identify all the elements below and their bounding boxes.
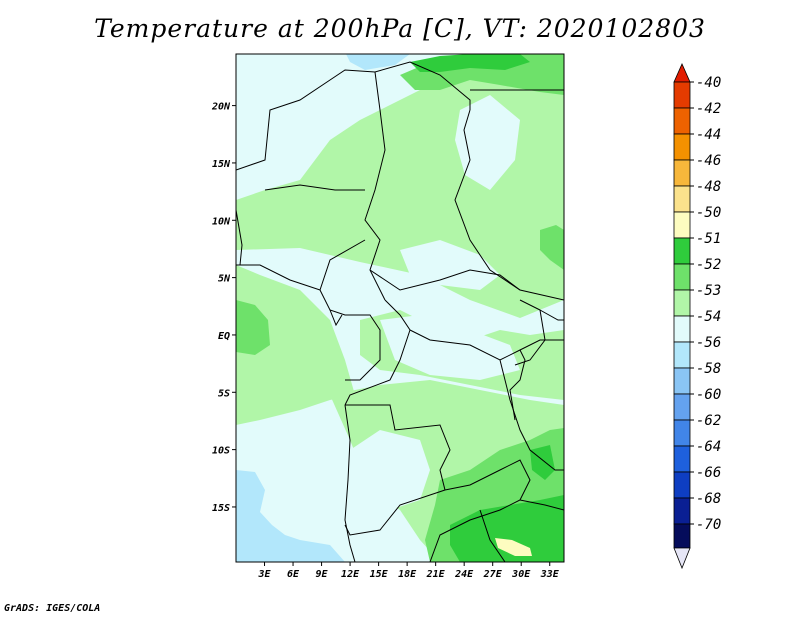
colorbar-label: -50	[696, 205, 721, 221]
latitude-axis: 20N 15N 10N 5N EQ 5S 10S 15S	[211, 102, 236, 514]
colorbar-label: -42	[696, 101, 721, 117]
field-band-minus51	[450, 495, 564, 562]
longitude-axis: 3E 6E 9E 12E 15E 18E 21E 24E 27E 30E 33E	[257, 562, 560, 580]
lon-tick-label: 12E	[341, 569, 360, 580]
field-band-minus53	[236, 265, 355, 425]
colorbar-label: -68	[696, 491, 721, 507]
lon-tick-label: 21E	[426, 569, 446, 580]
lon-tick-label: 15E	[370, 569, 389, 580]
field-band-minus54	[380, 315, 520, 380]
field-band-minus54	[350, 430, 430, 510]
colorbar-bottom-arrow	[673, 547, 691, 570]
colorbar-label: -66	[696, 465, 721, 481]
lat-tick-label: 5N	[218, 274, 231, 285]
lat-tick-label: 20N	[211, 102, 231, 113]
lat-tick-label: 15S	[212, 503, 230, 514]
field-band-minus52	[236, 300, 270, 355]
colorbar-label: -40	[696, 75, 721, 91]
colorbar-swatch	[673, 523, 691, 549]
field-band-minus54	[455, 95, 520, 190]
colorbar-label: -48	[696, 179, 721, 195]
colorbar-swatch	[673, 341, 691, 369]
country-borders	[236, 61, 564, 562]
colorbar-label: -44	[696, 127, 721, 143]
lat-tick-label: 15N	[212, 159, 231, 170]
lon-tick-label: 9E	[316, 569, 329, 580]
colorbar-swatch	[673, 393, 691, 421]
grads-credit: GrADS: IGES/COLA	[4, 603, 101, 614]
field-band-minus51	[530, 445, 555, 480]
colorbar-swatch	[673, 107, 691, 135]
lat-tick-label: EQ	[218, 331, 230, 342]
colorbar-label: -52	[696, 257, 721, 273]
colorbar-swatch	[673, 497, 691, 525]
colorbar-swatch	[673, 81, 691, 109]
colorbar-top-arrow	[673, 63, 691, 83]
lon-tick-label: 18E	[398, 569, 417, 580]
colorbar-swatch	[673, 159, 691, 187]
colorbar-swatch	[673, 237, 691, 265]
colorbar-swatch	[673, 211, 691, 239]
colorbar: -40 -42 -44 -46 -48 -50 -51 -52 -53 -54 -56 -58 -60 -…	[673, 63, 721, 570]
field-band-minus50	[495, 538, 532, 556]
colorbar-swatch	[673, 263, 691, 291]
colorbar-swatch	[673, 367, 691, 395]
colorbar-swatch	[673, 185, 691, 213]
colorbar-label: -58	[696, 361, 721, 377]
lon-tick-label: 33E	[540, 569, 560, 580]
lon-tick-label: 24E	[454, 569, 474, 580]
lat-tick-label: 5S	[218, 388, 230, 399]
colorbar-label: -46	[696, 153, 721, 169]
lat-tick-label: 10S	[212, 446, 230, 457]
field-band-minus51	[410, 54, 530, 72]
colorbar-label: -56	[696, 335, 721, 351]
colorbar-label: -53	[696, 283, 721, 299]
lat-tick-label: 10N	[212, 216, 231, 227]
colorbar-label: -54	[696, 309, 721, 325]
colorbar-swatch	[673, 445, 691, 473]
field-band-minus56	[346, 54, 410, 70]
lon-tick-label: 27E	[483, 569, 503, 580]
map-title: Temperature at 200hPa [C], VT: 202010280…	[94, 14, 706, 43]
temperature-field	[236, 54, 564, 562]
colorbar-label: -60	[696, 387, 721, 403]
lon-tick-label: 3E	[257, 569, 271, 580]
lon-tick-label: 6E	[287, 569, 300, 580]
colorbar-label: -64	[696, 439, 721, 455]
colorbar-label: -51	[696, 231, 721, 247]
colorbar-swatch	[673, 133, 691, 161]
colorbar-swatch	[673, 289, 691, 317]
colorbar-label: -70	[696, 517, 721, 533]
field-band-minus54	[400, 240, 500, 290]
colorbar-swatch	[673, 315, 691, 343]
field-band-minus56	[236, 470, 345, 562]
field-band-minus52	[540, 225, 564, 270]
lon-tick-label: 30E	[511, 569, 531, 580]
map-frame	[235, 53, 565, 563]
colorbar-label: -62	[696, 413, 721, 429]
colorbar-swatch	[673, 471, 691, 499]
colorbar-swatch	[673, 419, 691, 447]
